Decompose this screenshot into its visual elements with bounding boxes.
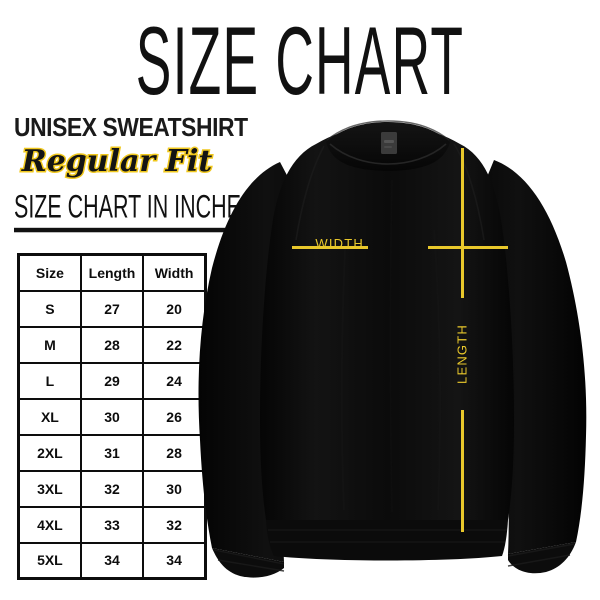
product-name: UNISEX SWEATSHIRT	[14, 112, 248, 142]
left-cuff	[212, 548, 284, 578]
cell-size: 3XL	[17, 469, 82, 508]
cell-size: S	[17, 289, 82, 328]
cell-width: 22	[142, 325, 207, 364]
collar-rib	[329, 143, 447, 165]
cell-length: 31	[79, 433, 145, 472]
cell-width: 32	[142, 505, 207, 544]
cell-length: 32	[79, 469, 145, 508]
neck-tag-print	[384, 140, 394, 143]
cell-size: 5XL	[17, 541, 82, 580]
table-row: M 28 22	[17, 325, 207, 364]
table-row: S 27 20	[17, 289, 207, 328]
left-cuff-rib	[213, 549, 285, 572]
collar-inner-edge	[326, 120, 450, 141]
product-fit: Regular Fit	[20, 143, 213, 181]
cell-size: 2XL	[17, 433, 82, 472]
cell-length: 27	[79, 289, 145, 328]
table-row: 5XL 34 34	[17, 541, 207, 580]
cell-width: 26	[142, 397, 207, 436]
table-header-row: Size Length Width	[17, 253, 207, 292]
fabric-fold-1	[340, 229, 347, 511]
product-info-block: UNISEX SWEATSHIRT Regular Fit SIZE CHART…	[14, 112, 256, 233]
right-cuff-rib	[507, 543, 575, 567]
table-row: 3XL 32 30	[17, 469, 207, 508]
cell-length: 34	[79, 541, 145, 580]
right-shoulder-seam	[453, 143, 485, 241]
cell-width: 20	[142, 289, 207, 328]
page-title: SIZE CHART	[135, 8, 465, 116]
bottom-hem	[266, 520, 508, 561]
cell-size: 4XL	[17, 505, 82, 544]
cell-width: 34	[142, 541, 207, 580]
cell-length: 29	[79, 361, 145, 400]
size-table: Size Length Width S 27 20 M 28 22 L 29 2…	[17, 253, 207, 580]
fabric-fold-2	[433, 229, 442, 511]
column-header-size: Size	[17, 253, 82, 292]
hem-rib	[268, 529, 507, 543]
column-header-length: Length	[79, 253, 145, 292]
cell-width: 30	[142, 469, 207, 508]
cell-length: 30	[79, 397, 145, 436]
cell-size: M	[17, 325, 82, 364]
cell-size: L	[17, 361, 82, 400]
right-cuff	[508, 542, 576, 574]
left-shoulder-seam	[295, 145, 325, 241]
table-row: 2XL 31 28	[17, 433, 207, 472]
body	[260, 126, 514, 520]
table-row: 4XL 33 32	[17, 505, 207, 544]
table-row: XL 30 26	[17, 397, 207, 436]
column-header-width: Width	[142, 253, 207, 292]
units-heading: SIZE CHART IN INCHES	[14, 190, 256, 233]
garment-image	[196, 110, 600, 590]
cell-width: 28	[142, 433, 207, 472]
sweatshirt-illustration	[198, 120, 587, 578]
cell-length: 33	[79, 505, 145, 544]
fabric-fold-3	[389, 179, 393, 513]
table-row: L 29 24	[17, 361, 207, 400]
cell-size: XL	[17, 397, 82, 436]
neck-tag-print2	[384, 146, 392, 148]
cell-length: 28	[79, 325, 145, 364]
